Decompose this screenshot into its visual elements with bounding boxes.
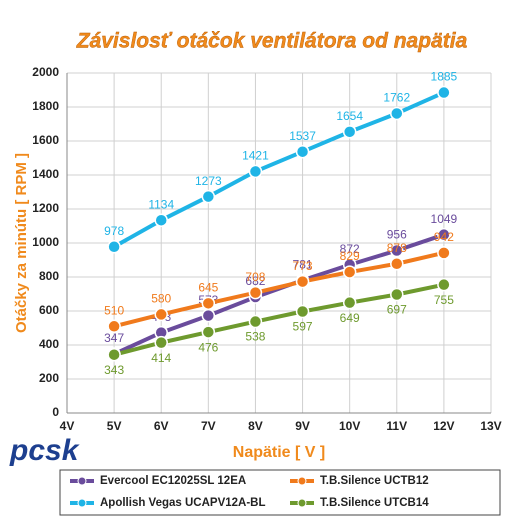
logo: pcsk [9,434,80,467]
data-point [248,164,263,179]
y-tick-label: 1200 [32,201,59,215]
data-point [437,246,451,260]
data-label: 829 [340,249,360,263]
data-label: 347 [104,331,124,345]
x-tick-label: 8V [248,419,263,433]
data-label: 1762 [383,91,410,105]
legend-marker [77,476,87,486]
data-label: 708 [245,270,265,284]
y-tick-label: 2000 [32,65,59,79]
data-point [437,85,451,100]
data-label: 1049 [431,212,458,226]
data-label: 978 [104,224,124,238]
x-tick-label: 7V [201,419,216,433]
data-label: 878 [387,241,407,255]
data-label: 580 [151,292,171,306]
y-tick-label: 400 [39,337,59,351]
y-tick-label: 0 [52,405,59,419]
y-tick-label: 1000 [32,235,59,249]
x-tick-label: 12V [433,419,454,433]
legend-marker [77,498,87,508]
legend-label: T.B.Silence UCTB12 [320,475,429,487]
data-label: 597 [293,320,313,334]
x-tick-label: 11V [386,419,407,433]
data-point [248,285,263,300]
data-label: 697 [387,303,407,317]
data-point [342,295,357,310]
data-point [390,287,404,302]
x-tick-label: 13V [480,419,501,433]
x-tick-label: 5V [107,419,122,433]
y-tick-label: 800 [39,269,59,283]
x-axis-label: Napätie [ V ] [233,444,325,461]
data-point [437,227,451,242]
data-point [107,319,121,334]
series-line [113,250,445,329]
data-point [295,274,310,289]
data-point [201,308,216,323]
data-label: 1654 [336,109,363,123]
data-label: 773 [293,259,313,273]
data-point [390,243,404,258]
data-point [107,239,121,254]
y-tick-label: 1600 [32,133,59,147]
data-point [342,125,357,139]
data-point [295,144,310,159]
data-label: 1134 [148,197,174,211]
data-point [295,304,310,319]
data-label: 1537 [289,129,316,143]
data-label: 1273 [195,174,222,188]
data-point [107,347,121,362]
data-label: 682 [245,274,265,288]
y-tick-label: 1800 [32,99,59,113]
legend-box [59,469,501,516]
y-tick-label: 1400 [32,167,59,181]
data-point [437,277,451,292]
data-label: 476 [198,340,218,354]
data-point [390,106,404,121]
data-point [201,325,216,339]
data-label: 781 [293,257,313,271]
data-label: 755 [434,293,454,307]
legend-marker [297,476,307,486]
series-line [113,90,445,249]
legend-label: Apollish Vegas UCAPV12A-BL [100,497,266,509]
y-axis-label: Otáčky za minútu [ RPM ] [13,153,30,333]
data-label: 645 [198,281,218,295]
data-point [342,265,357,279]
legend-label: T.B.Silence UTCB14 [320,497,429,509]
data-label: 1421 [242,149,269,163]
y-tick-label: 200 [39,371,59,385]
data-label: 649 [340,311,360,325]
data-point [154,335,168,350]
x-tick-label: 6V [154,419,169,433]
data-label: 538 [245,330,265,344]
x-tick-label: 4V [60,419,75,433]
data-point [154,307,168,322]
x-tick-label: 9V [295,419,310,433]
data-point [390,256,404,271]
x-tick-label: 10V [339,419,360,433]
series-line [113,282,445,357]
chart-title: Závislosť otáčok ventilátora od napätia [76,30,468,53]
data-label: 414 [151,351,171,365]
legend-marker [297,498,307,508]
data-point [154,213,168,227]
data-point [201,296,216,311]
data-label: 942 [434,230,454,244]
data-label: 956 [387,228,407,242]
data-label: 1885 [431,70,458,84]
data-label: 510 [104,303,124,317]
data-point [248,314,263,329]
legend-label: Evercool EC12025SL 12EA [100,475,246,487]
data-point [201,189,216,204]
y-tick-label: 600 [39,303,59,317]
data-label: 872 [340,242,360,256]
data-label: 343 [104,363,124,377]
